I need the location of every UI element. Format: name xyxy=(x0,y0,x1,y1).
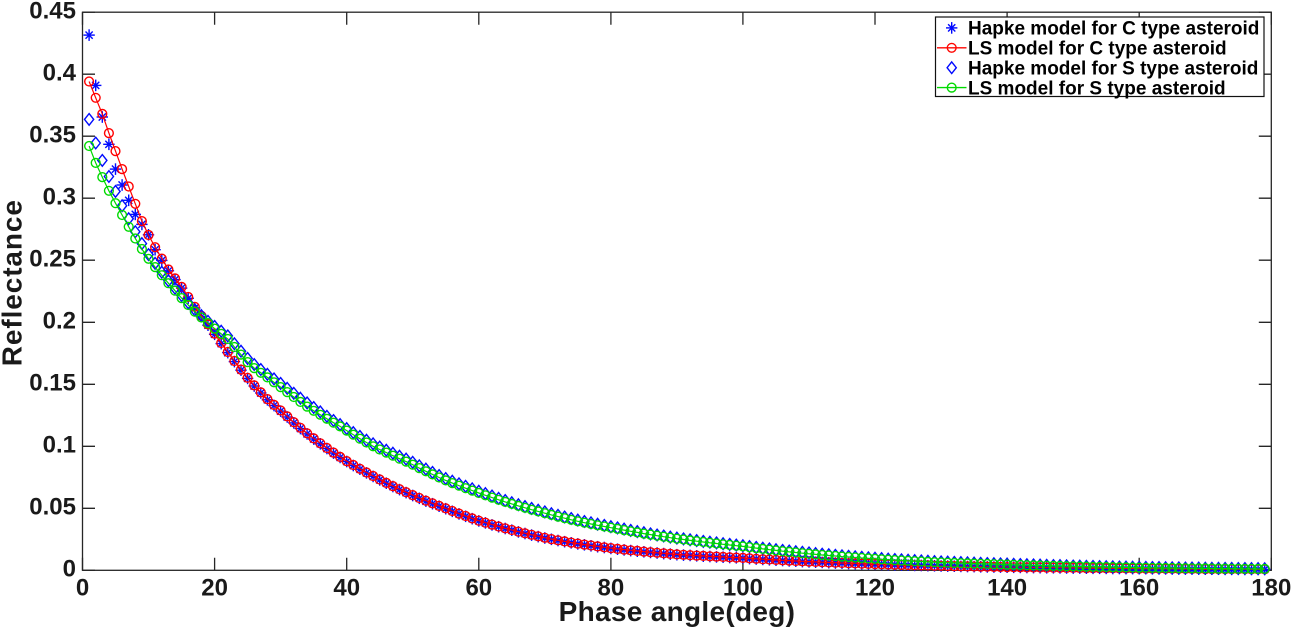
svg-text:Hapke model for C type asteroi: Hapke model for C type asteroid xyxy=(968,19,1259,40)
svg-text:20: 20 xyxy=(201,575,228,602)
svg-text:0.2: 0.2 xyxy=(43,308,76,335)
svg-text:0.1: 0.1 xyxy=(43,432,76,459)
svg-text:80: 80 xyxy=(598,575,625,602)
svg-text:140: 140 xyxy=(987,575,1027,602)
svg-text:0.35: 0.35 xyxy=(29,121,76,148)
svg-text:100: 100 xyxy=(723,575,763,602)
svg-text:40: 40 xyxy=(333,575,360,602)
svg-text:180: 180 xyxy=(1251,575,1291,602)
svg-text:0.25: 0.25 xyxy=(29,245,76,272)
svg-text:Hapke model for S type asteroi: Hapke model for S type asteroid xyxy=(968,59,1258,80)
svg-text:160: 160 xyxy=(1119,575,1159,602)
svg-text:0.15: 0.15 xyxy=(29,370,76,397)
svg-text:60: 60 xyxy=(465,575,492,602)
svg-text:LS model for C type asteroid: LS model for C type asteroid xyxy=(968,39,1227,60)
svg-text:0.45: 0.45 xyxy=(29,0,76,24)
svg-text:0.05: 0.05 xyxy=(29,494,76,521)
svg-text:0.3: 0.3 xyxy=(43,183,76,210)
svg-text:0: 0 xyxy=(76,575,89,602)
svg-text:Reflectance: Reflectance xyxy=(0,199,28,366)
svg-text:Phase angle(deg): Phase angle(deg) xyxy=(559,596,796,627)
svg-text:LS model for S type asteroid: LS model for S type asteroid xyxy=(968,78,1226,99)
svg-text:120: 120 xyxy=(855,575,895,602)
svg-text:0: 0 xyxy=(63,556,76,583)
svg-text:0.4: 0.4 xyxy=(43,59,77,86)
